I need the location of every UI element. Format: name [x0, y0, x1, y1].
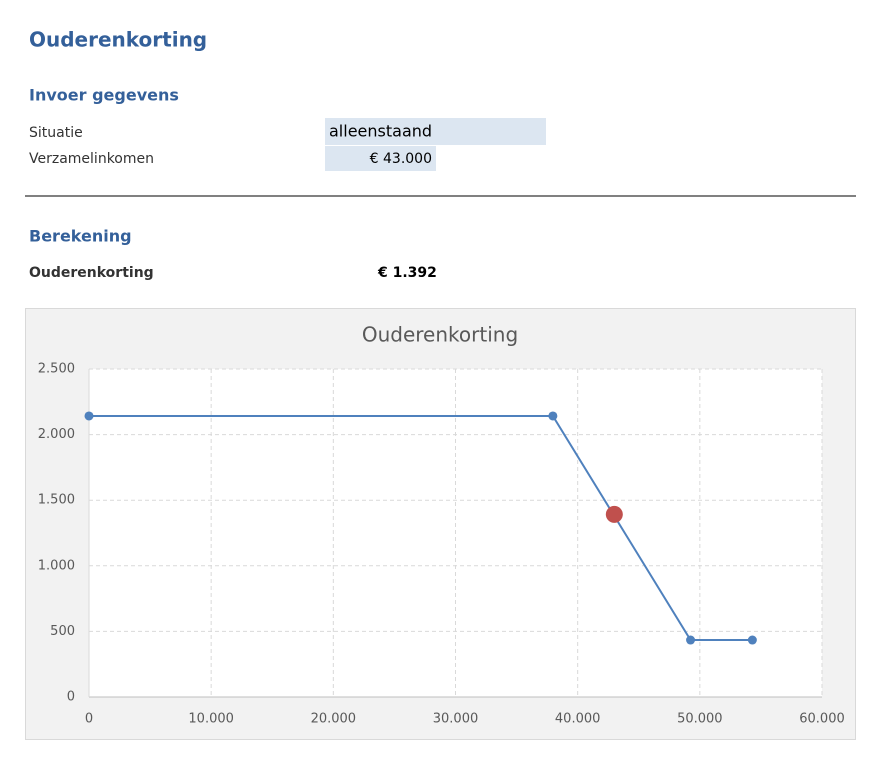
- y-tick-label: 1.000: [38, 558, 75, 573]
- x-tick-label: 30.000: [433, 712, 479, 727]
- y-tick-label: 0: [67, 690, 75, 705]
- data-point: [84, 411, 94, 421]
- x-tick-label: 50.000: [677, 712, 723, 727]
- x-tick-label: 10.000: [188, 712, 234, 727]
- row-label: Ouderenkorting: [29, 265, 154, 281]
- series-line: [89, 414, 753, 642]
- sheet-title: Ouderenkorting: [29, 28, 207, 52]
- y-tick-label: 1.500: [38, 493, 75, 508]
- input-value[interactable]: alleenstaand: [329, 122, 432, 141]
- data-point: [747, 635, 757, 645]
- x-tick-label: 40.000: [555, 712, 601, 727]
- input-cell[interactable]: [325, 118, 546, 145]
- x-tick-label: 60.000: [799, 712, 845, 727]
- section-heading: Invoer gegevens: [29, 86, 179, 105]
- data-point: [686, 635, 696, 645]
- chart-title: Ouderenkorting: [362, 323, 518, 347]
- row-label: Situatie: [29, 125, 83, 141]
- y-tick-label: 2.500: [38, 362, 75, 377]
- x-tick-label: 20.000: [311, 712, 357, 727]
- y-tick-label: 2.000: [38, 427, 75, 442]
- input-value[interactable]: € 43.000: [370, 151, 432, 167]
- y-tick-label: 500: [50, 624, 75, 639]
- result-value: € 1.392: [377, 265, 437, 281]
- highlight-point: [605, 505, 623, 523]
- input-cell[interactable]: [325, 146, 436, 171]
- x-tick-label: 0: [85, 712, 93, 727]
- section-heading: Berekening: [29, 227, 132, 246]
- row-label: Verzamelinkomen: [29, 151, 154, 167]
- data-point: [548, 411, 558, 421]
